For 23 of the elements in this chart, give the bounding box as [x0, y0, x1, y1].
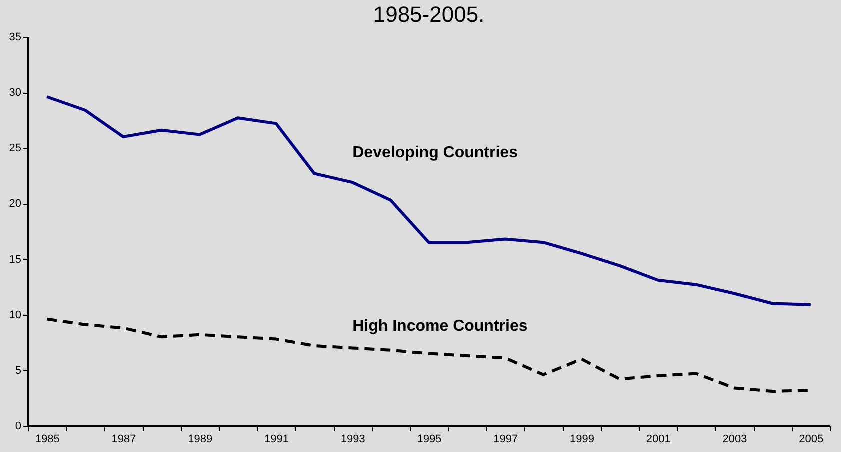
y-tick-label: 20 — [9, 198, 22, 210]
x-tick-label: 1997 — [494, 434, 518, 446]
series-label: Developing Countries — [352, 144, 518, 162]
x-tick-label: 2005 — [799, 434, 824, 446]
x-tick-label: 1999 — [570, 434, 595, 446]
x-tick-label: 2001 — [646, 434, 671, 446]
chart-title: 1985-2005. — [373, 2, 485, 27]
y-tick-label: 5 — [15, 364, 22, 377]
y-tick-label: 0 — [15, 420, 22, 432]
x-tick-label: 1991 — [264, 434, 289, 446]
x-tick-label: 1993 — [340, 434, 366, 446]
x-tick-label: 2003 — [722, 434, 748, 446]
series-label: High Income Countries — [352, 318, 528, 336]
y-tick-label: 35 — [9, 32, 22, 44]
line-series — [46, 96, 812, 306]
y-tick-label: 10 — [9, 309, 22, 322]
x-tick-label: 1989 — [188, 434, 213, 446]
y-tick-label: 30 — [9, 87, 22, 100]
y-tick-label: 25 — [9, 142, 22, 155]
x-tick-label: 1987 — [112, 434, 136, 446]
y-tick-label: 15 — [9, 254, 22, 266]
x-tick-label: 1985 — [35, 434, 60, 446]
x-tick-label: 1995 — [417, 434, 442, 446]
